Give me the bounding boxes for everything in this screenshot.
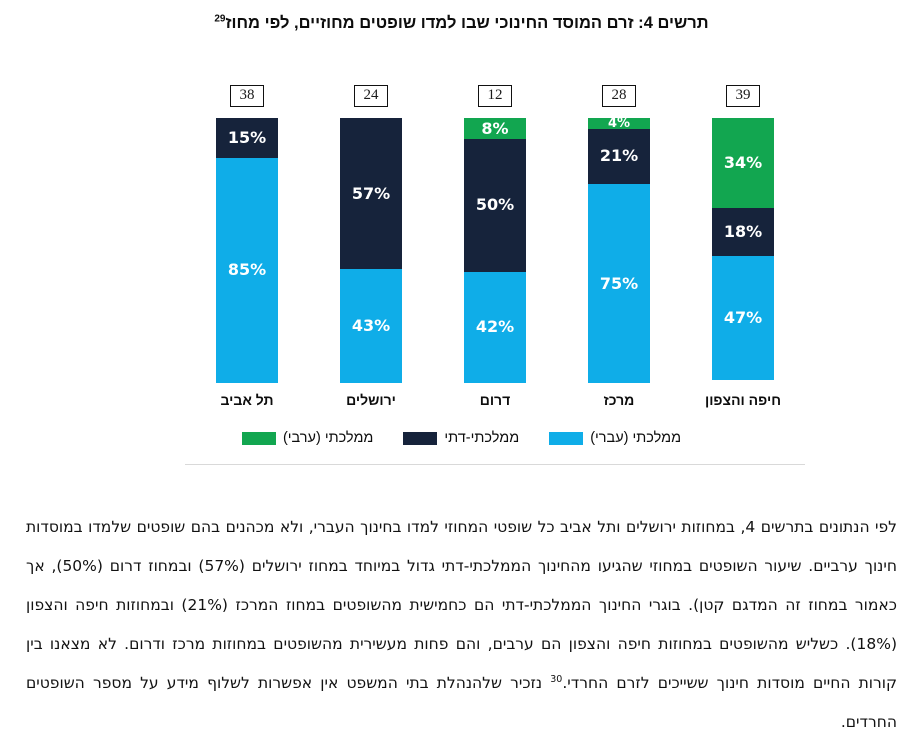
- bar-segment: 43%: [340, 269, 402, 383]
- bar-segment-label: 43%: [351, 316, 391, 336]
- bar-segment-label: 15%: [227, 127, 267, 147]
- bar-group: 39 34% 18% 47% חיפה והצפון: [681, 80, 805, 408]
- bar-segment-label: 18%: [723, 221, 763, 241]
- body-paragraph-part2: נזכיר שלהנהלת בתי המשפט אין אפשרות לשלוף…: [26, 674, 897, 731]
- bar-segment-label: 34%: [723, 153, 763, 173]
- bar-group: 24 57% 43% ירושלים: [309, 80, 433, 408]
- bar-segment: 8%: [464, 118, 526, 140]
- chart-figure: 39 34% 18% 47% חיפה והצפון 28 4% 21% 75% מרכז 12 8%…: [0, 80, 923, 465]
- body-paragraph: לפי הנתונים בתרשים 4, במחוזות ירושלים ות…: [26, 508, 897, 742]
- bar-segment: 85%: [216, 157, 278, 383]
- bar-segment: 18%: [712, 208, 774, 256]
- bar-total-badge: 28: [602, 85, 636, 107]
- bar-segment: 57%: [340, 118, 402, 270]
- bar-segment: 47%: [712, 255, 774, 381]
- chart-baseline-axis: [185, 464, 805, 465]
- bar-segment: 75%: [588, 184, 650, 383]
- x-axis-category-label: דרום: [479, 392, 511, 408]
- bar-segment-label: 4%: [607, 118, 631, 129]
- page-title: תרשים 4: זרם המוסד החינוכי שבו למדו שופט…: [0, 14, 923, 33]
- bar-segment-label: 85%: [227, 260, 267, 280]
- legend-item[interactable]: ממלכתי (ערבי): [241, 430, 374, 446]
- bar-segment: 4%: [588, 118, 650, 129]
- bar-segment-label: 75%: [599, 273, 639, 293]
- body-footnote-marker: 30: [550, 673, 563, 685]
- bar-segment: 50%: [464, 139, 526, 272]
- bar-segment-label: 42%: [475, 317, 515, 337]
- legend-color-swatch: [241, 431, 276, 445]
- x-axis-category-label: מרכז: [603, 392, 635, 408]
- chart-plot-area: 39 34% 18% 47% חיפה והצפון 28 4% 21% 75% מרכז 12 8%…: [185, 80, 805, 408]
- title-footnote-marker: 29: [214, 13, 226, 25]
- bar-segment-label: 21%: [599, 146, 639, 166]
- legend-item[interactable]: ממלכתי-דתי: [403, 430, 519, 446]
- body-text: לפי הנתונים בתרשים 4, במחוזות ירושלים ות…: [26, 508, 897, 742]
- stacked-bar: 34% 18% 47%: [712, 118, 774, 383]
- bar-segment-label: 50%: [475, 195, 515, 215]
- x-axis-category-label: תל אביב: [220, 392, 274, 408]
- stacked-bar: 4% 21% 75%: [588, 118, 650, 383]
- bar-segment: 34%: [712, 118, 774, 209]
- bar-total-badge: 24: [354, 85, 388, 107]
- bar-total-badge: 38: [230, 85, 264, 107]
- bar-segment-label: 47%: [723, 308, 763, 328]
- legend-color-swatch: [549, 431, 584, 445]
- body-paragraph-part1: לפי הנתונים בתרשים 4, במחוזות ירושלים ות…: [26, 518, 897, 692]
- stacked-bar: 57% 43%: [340, 118, 402, 383]
- bar-total-badge: 12: [478, 85, 512, 107]
- bar-segment: 42%: [464, 271, 526, 383]
- bar-segment: 15%: [216, 118, 278, 158]
- bar-group: 38 15% 85% תל אביב: [185, 80, 309, 408]
- stacked-bar: 15% 85%: [216, 118, 278, 383]
- legend-item-label: ממלכתי (עברי): [590, 430, 682, 446]
- bar-group: 12 8% 50% 42% דרום: [433, 80, 557, 408]
- page-title-text: תרשים 4: זרם המוסד החינוכי שבו למדו שופט…: [225, 14, 709, 32]
- bar-group: 28 4% 21% 75% מרכז: [557, 80, 681, 408]
- stacked-bar: 8% 50% 42%: [464, 118, 526, 383]
- x-axis-category-label: ירושלים: [346, 392, 396, 408]
- chart-legend: ממלכתי (ערבי) ממלכתי-דתי ממלכתי (עברי): [0, 430, 923, 446]
- x-axis-category-label: חיפה והצפון: [704, 392, 781, 408]
- bar-segment: 21%: [588, 128, 650, 185]
- legend-item[interactable]: ממלכתי (עברי): [549, 430, 681, 446]
- bar-total-badge: 39: [726, 85, 760, 107]
- legend-item-label: ממלכתי-דתי: [444, 430, 520, 446]
- bar-segment-label: 57%: [351, 183, 391, 203]
- bar-segment-label: 8%: [481, 118, 509, 138]
- legend-color-swatch: [403, 431, 438, 445]
- legend-item-label: ממלכתי (ערבי): [282, 430, 374, 446]
